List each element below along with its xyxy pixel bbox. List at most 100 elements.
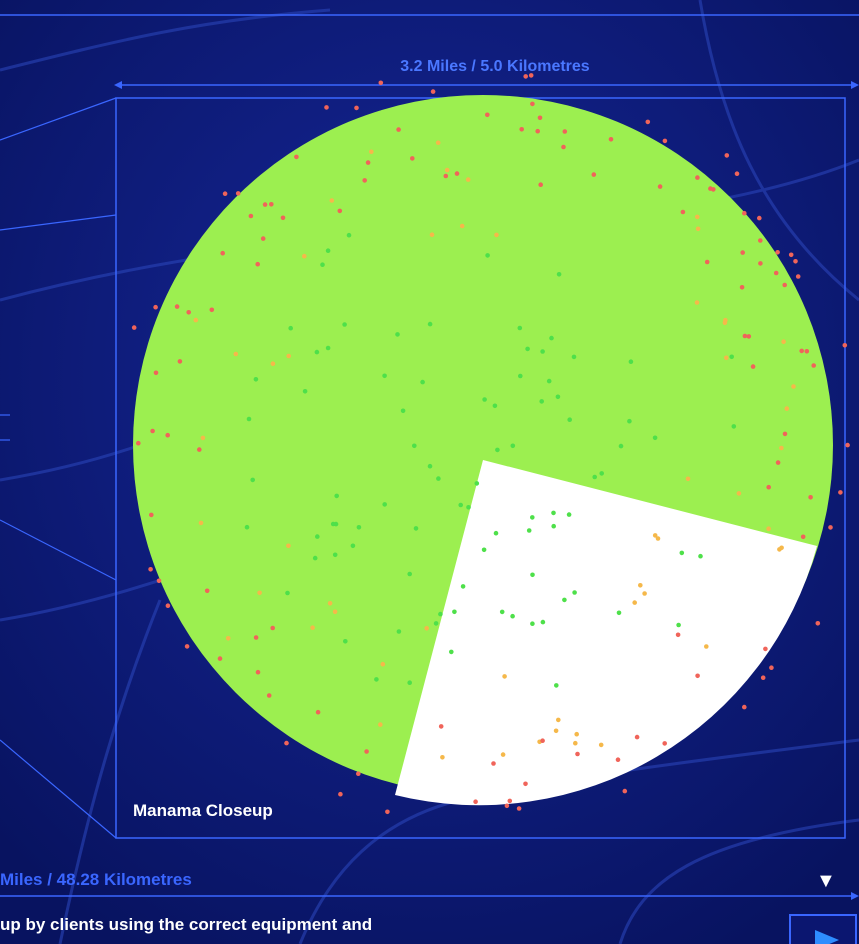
signal-dot [324,105,329,110]
signal-dot [244,524,250,530]
signal-dot [314,349,320,355]
callout-lines [0,97,117,839]
signal-dot [266,693,272,698]
signal-dot [286,543,291,549]
signal-dot [362,178,368,183]
signal-dot [427,321,433,327]
signal-dot [131,325,137,330]
signal-dot [200,435,206,441]
signal-dot [148,567,153,572]
signal-dot [642,591,647,596]
signal-dot [407,571,413,577]
signal-dot [217,656,223,661]
signal-dot [549,335,554,341]
signal-dot [652,435,658,441]
signal-dot [526,528,532,533]
signal-dot [430,89,436,94]
signal-dot [260,236,266,241]
signal-dot [329,198,335,203]
signal-dot [530,572,535,578]
signal-dots [131,73,850,815]
signal-dot [575,751,580,757]
signal-dot [788,252,794,258]
signal-dot [758,238,763,243]
signal-dot [255,261,260,267]
signal-dot [407,680,413,685]
signal-dot [136,440,141,446]
signal-dot [364,749,369,754]
signal-dot [225,636,231,641]
signal-dot [838,490,843,495]
signal-dot [382,502,388,507]
signal-dot [510,443,516,449]
signal-dot [204,588,210,594]
signal-dot [685,476,691,482]
signal-dot [246,416,252,422]
signal-dot [722,320,728,326]
signal-dot [608,137,614,142]
signal-dot [724,355,729,361]
signal-dot [518,373,523,379]
signal-dot [193,317,199,323]
signal-dot [695,673,700,679]
signal-dot [775,250,780,255]
signal-dot [250,477,255,483]
signal-dot [695,226,701,232]
signal-dot [346,232,352,238]
signal-dot [374,677,379,682]
scale-label: 3.2 Miles / 5.0 Kilometres [400,58,590,75]
signal-dot [800,534,806,540]
signal-dot [473,799,478,804]
signal-dot [412,443,417,449]
signal-dot [598,742,604,748]
signal-dot [465,177,471,182]
signal-dot [627,418,632,424]
signal-dot [523,74,528,79]
signal-dot [815,621,821,626]
signal-dot [280,215,286,221]
signal-dot [485,253,490,258]
signal-dot [704,259,710,265]
signal-dot [413,526,419,531]
signal-dot [525,346,530,352]
signal-dot [530,101,535,107]
signal-dot [540,619,546,625]
signal-dot [435,140,441,145]
scroll-down[interactable]: ▼ [816,870,836,892]
signal-dot [694,300,700,305]
signal-dot [616,610,622,616]
signal-dot [739,285,745,290]
signal-dot [592,474,597,480]
signal-dot [382,373,387,379]
signal-dot [724,153,730,158]
signal-dot [149,512,154,518]
signal-dot [400,408,406,414]
signal-dot [312,555,318,561]
signal-dot [253,377,259,382]
signal-dot [302,253,307,259]
signal-dot [675,632,681,638]
signal-dot [516,806,522,811]
signal-dot [561,144,566,150]
signal-dot [334,493,340,499]
signal-dot [177,359,183,364]
signal-dot [562,129,568,134]
signal-dot [704,644,709,649]
signal-dot [174,304,180,309]
signal-dot [396,127,401,132]
signal-dot [320,262,325,268]
signal-dot [734,171,740,176]
signal-dot [255,669,261,675]
signal-dot [452,609,457,615]
signal-dot [546,378,552,384]
signal-dot [458,502,464,508]
signal-dot [784,406,790,411]
signal-dot [695,214,700,220]
signal-dot [618,443,624,449]
signal-dot [662,138,668,144]
signal-dot [556,272,562,277]
signal-dot [337,208,343,214]
signal-dot [795,274,801,279]
signal-dot [842,343,848,348]
signal-dot [288,325,294,331]
